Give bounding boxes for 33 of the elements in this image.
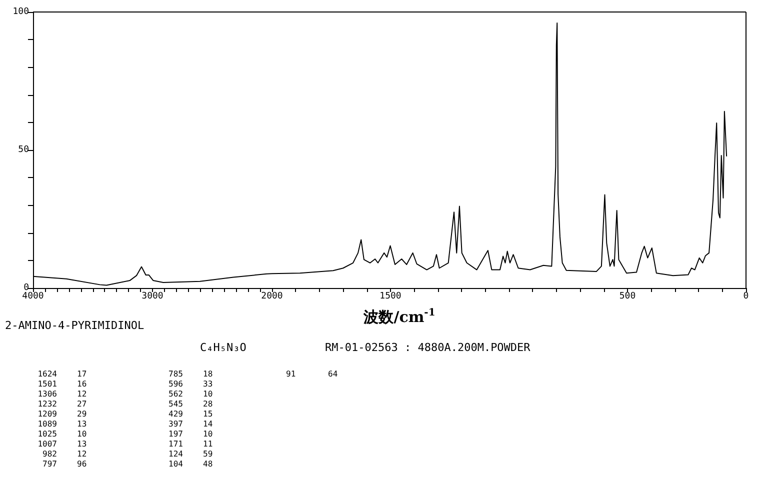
y-tick-label: 50 — [18, 145, 29, 155]
x-tick-label: 500 — [619, 292, 636, 302]
text: 171 11 — [168, 440, 213, 448]
text: 91 64 — [286, 370, 338, 378]
text: 1025 10 — [38, 430, 87, 438]
text: 596 33 — [168, 380, 213, 388]
text: 797 96 — [42, 460, 87, 468]
text: 1089 13 — [38, 420, 87, 428]
text: 1007 13 — [38, 440, 87, 448]
text: 1232 27 — [38, 400, 87, 408]
text: 785 18 — [168, 370, 213, 378]
x-tick-label: 4000 — [22, 292, 44, 302]
text: 1501 16 — [38, 380, 87, 388]
text: 2-AMINO-4-PYRIMIDINOL — [5, 319, 144, 332]
text: 545 28 — [168, 400, 213, 408]
text: 397 14 — [168, 420, 213, 428]
text: 1306 12 — [38, 390, 87, 398]
text: 1209 29 — [38, 410, 87, 418]
text: 982 12 — [42, 450, 87, 458]
text: 104 48 — [168, 460, 213, 468]
y-tick-label: 0 — [24, 283, 29, 293]
y-tick-label: 100 — [12, 7, 29, 17]
text: 562 10 — [168, 390, 213, 398]
text: C₄H₅N₃O — [200, 341, 246, 354]
text: 197 10 — [168, 430, 213, 438]
x-tick-label: 0 — [743, 292, 749, 302]
x-tick-label: 1500 — [380, 292, 402, 302]
text: RM-01-02563 : 4880A.200M.POWDER — [325, 341, 531, 354]
x-tick-label: 2000 — [261, 292, 283, 302]
text: 429 15 — [168, 410, 213, 418]
text: 124 59 — [168, 450, 213, 458]
x-tick-label: 3000 — [142, 292, 164, 302]
text: 1624 17 — [38, 370, 87, 378]
